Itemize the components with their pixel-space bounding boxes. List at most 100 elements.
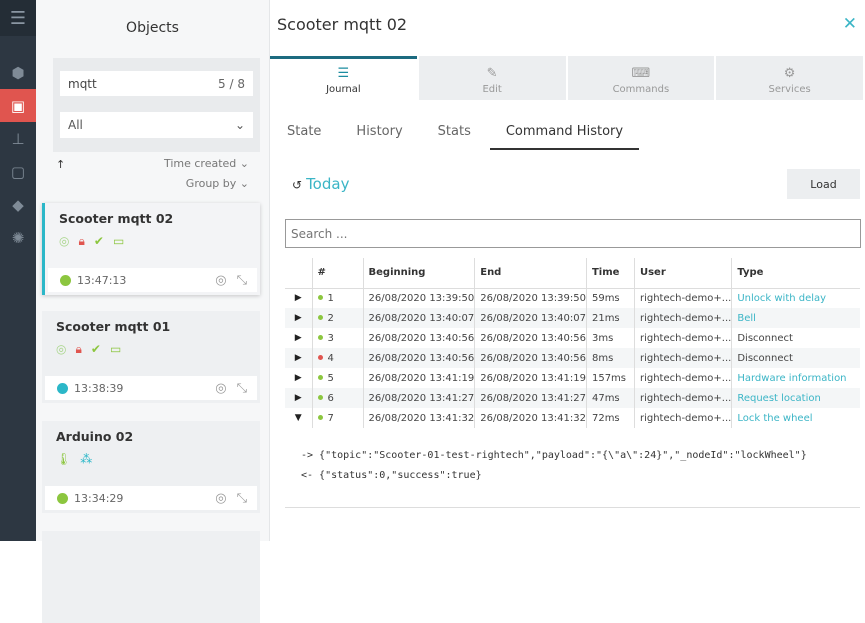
- table-row[interactable]: ▶ 1 26/08/2020 13:39:50 26/08/2020 13:39…: [285, 288, 860, 308]
- main-tabs: ☰ Journal ✎ Edit ⌨ Commands ⚙ Services: [270, 56, 865, 100]
- subtab-stats[interactable]: Stats: [437, 124, 471, 139]
- subtab-history[interactable]: History: [356, 124, 403, 139]
- target-icon[interactable]: ◎: [215, 490, 227, 506]
- sort-select[interactable]: Time created ⌄: [163, 157, 249, 170]
- subtab-command-history[interactable]: Command History: [489, 121, 640, 150]
- row-type: Disconnect: [731, 328, 860, 348]
- col-number[interactable]: #: [311, 258, 363, 289]
- row-type[interactable]: Unlock with delay: [731, 288, 860, 308]
- object-search-input[interactable]: mqtt 5 / 8: [60, 71, 253, 96]
- row-number: 7: [311, 408, 363, 428]
- gauge-icon: ◎: [56, 342, 67, 356]
- caret-right-icon[interactable]: ▶: [294, 293, 302, 304]
- filter-select[interactable]: All ⌄: [60, 112, 253, 138]
- detail-response: <- {"status":0,"success":true}: [301, 470, 482, 481]
- tab-edit[interactable]: ✎ Edit: [418, 56, 566, 100]
- history-icon: ↺: [292, 178, 303, 192]
- group-select[interactable]: Group by ⌄: [185, 177, 249, 190]
- caret-right-icon[interactable]: ▶: [294, 333, 302, 343]
- close-icon[interactable]: ✕: [842, 14, 857, 34]
- tab-label: Journal: [326, 84, 361, 95]
- nav-sidebar: ☰ ⬢ ▣ ⊥ ▢ ◆ ✺: [0, 0, 36, 541]
- tab-journal[interactable]: ☰ Journal: [270, 56, 417, 100]
- row-user: rightech-demo+...: [633, 288, 732, 308]
- card-time: 13:34:29: [74, 491, 124, 505]
- group-label: Group by: [185, 177, 237, 190]
- code-icon[interactable]: ▢: [10, 162, 26, 181]
- row-number-text: 2: [327, 312, 334, 324]
- status-dot: [317, 335, 323, 340]
- battery-icon: ▭: [112, 234, 125, 248]
- cube-icon[interactable]: ⬢: [11, 63, 25, 82]
- caret-right-icon[interactable]: ▶: [285, 388, 312, 408]
- caret-right-icon[interactable]: ▶: [285, 348, 312, 368]
- caret-down-icon[interactable]: ▼: [294, 413, 302, 423]
- subtab-state[interactable]: State: [287, 124, 322, 139]
- row-type[interactable]: Request location: [731, 388, 860, 408]
- object-card[interactable]: Scooter mqtt 01 ◎ 🔒︎ ✔ ▭ 13:38:39 ◎ ⤡: [42, 311, 260, 403]
- target-icon[interactable]: ◎: [215, 272, 227, 288]
- sort-direction-icon[interactable]: ↑: [56, 158, 66, 171]
- caret-right-icon[interactable]: ▶: [285, 308, 312, 328]
- row-end: 26/08/2020 13:40:07: [474, 308, 587, 328]
- status-dot: [317, 355, 323, 360]
- hierarchy-icon[interactable]: ⊥: [11, 129, 25, 148]
- collapse-icon[interactable]: ⤡: [236, 380, 247, 396]
- status-dot: [60, 274, 71, 286]
- table-row[interactable]: ▶ 4 26/08/2020 13:40:56 26/08/2020 13:40…: [285, 348, 860, 368]
- object-card[interactable]: [42, 531, 260, 623]
- globe-icon[interactable]: ✺: [11, 228, 25, 247]
- object-detail: Scooter mqtt 02 ✕ ☰ Journal ✎ Edit ⌨ Comman…: [270, 0, 865, 541]
- gear-shield-icon: ⚙: [783, 66, 796, 81]
- col-user[interactable]: User: [633, 258, 732, 289]
- collapse-icon[interactable]: ⤡: [236, 272, 247, 288]
- status-dot: [57, 492, 68, 504]
- collapse-icon[interactable]: ⤡: [236, 490, 247, 506]
- table-row[interactable]: ▶ 2 26/08/2020 13:40:07 26/08/2020 13:40…: [285, 308, 860, 328]
- command-detail: -> {"topic":"Scooter-01-test-rightech","…: [301, 446, 807, 486]
- status-dot: [57, 382, 68, 394]
- table-row[interactable]: ▶ 5 26/08/2020 13:41:19 26/08/2020 13:41…: [285, 368, 860, 388]
- card-name: Arduino 02: [56, 429, 134, 444]
- row-user: rightech-demo+...: [633, 408, 732, 428]
- col-expand: [285, 258, 312, 289]
- row-type[interactable]: Bell: [731, 308, 860, 328]
- caret-right-icon[interactable]: ▶: [294, 373, 302, 383]
- row-time: 72ms: [585, 408, 635, 428]
- table-row[interactable]: ▶ 3 26/08/2020 13:40:56 26/08/2020 13:40…: [285, 328, 860, 348]
- row-beginning: 26/08/2020 13:39:50: [362, 288, 475, 308]
- row-type[interactable]: Lock the wheel: [731, 408, 860, 428]
- object-card[interactable]: Arduino 02 🌡︎ ⁂ 13:34:29 ◎ ⤡: [42, 421, 260, 513]
- row-beginning: 26/08/2020 13:40:56: [362, 328, 475, 348]
- row-end: 26/08/2020 13:41:19: [474, 368, 587, 388]
- tab-commands[interactable]: ⌨ Commands: [567, 56, 715, 100]
- col-beginning[interactable]: Beginning: [362, 258, 475, 289]
- col-time[interactable]: Time: [585, 258, 635, 289]
- row-number: 3: [311, 328, 363, 348]
- row-number-text: 7: [327, 412, 334, 424]
- row-user: rightech-demo+...: [633, 348, 732, 368]
- tab-services[interactable]: ⚙ Services: [716, 56, 863, 100]
- row-user: rightech-demo+...: [633, 308, 732, 328]
- card-time: 13:47:13: [77, 273, 127, 287]
- status-dot: [317, 315, 323, 320]
- status-dot: [317, 415, 323, 420]
- menu-icon[interactable]: ☰: [0, 0, 36, 36]
- search-input[interactable]: [285, 219, 861, 248]
- row-number: 4: [311, 348, 363, 368]
- object-card[interactable]: Scooter mqtt 02 ◎ 🔒︎ ✔ ▭ 13:47:13 ◎ ⤡: [42, 203, 260, 295]
- row-type[interactable]: Hardware information: [731, 368, 860, 388]
- target-icon[interactable]: ◎: [215, 380, 227, 396]
- col-type[interactable]: Type: [731, 258, 860, 289]
- period-selector[interactable]: ↺ Today: [292, 175, 349, 193]
- load-button[interactable]: Load: [787, 169, 860, 199]
- table-row[interactable]: ▶ 6 26/08/2020 13:41:27 26/08/2020 13:41…: [285, 388, 860, 408]
- table-row[interactable]: ▼ 7 26/08/2020 13:41:32 26/08/2020 13:41…: [285, 408, 860, 428]
- row-end: 26/08/2020 13:41:32: [474, 408, 587, 428]
- col-end[interactable]: End: [474, 258, 587, 289]
- tag-icon[interactable]: ◆: [12, 195, 24, 214]
- tab-label: Commands: [612, 84, 670, 95]
- row-number-text: 6: [327, 392, 334, 404]
- filter-box: mqtt 5 / 8 All ⌄: [53, 58, 260, 152]
- object-icon[interactable]: ▣: [0, 89, 36, 122]
